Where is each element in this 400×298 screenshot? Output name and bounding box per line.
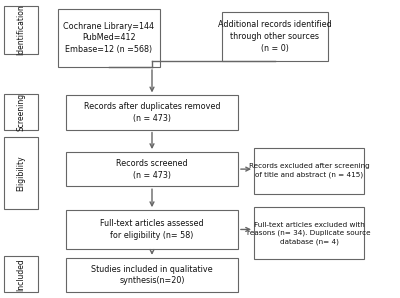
Text: Records after duplicates removed
(n = 473): Records after duplicates removed (n = 47… — [84, 102, 220, 123]
Text: Identification: Identification — [16, 4, 26, 55]
Bar — [66, 258, 238, 292]
Bar — [4, 94, 38, 130]
Bar — [254, 148, 364, 194]
Text: Records screened
(n = 473): Records screened (n = 473) — [116, 159, 188, 179]
Bar — [4, 137, 38, 209]
Bar — [254, 207, 364, 259]
Bar — [66, 152, 238, 186]
Bar — [66, 210, 238, 249]
Bar — [58, 9, 160, 67]
Text: Cochrane Library=144
PubMed=412
Embase=12 (n =568): Cochrane Library=144 PubMed=412 Embase=1… — [64, 22, 154, 54]
Text: Full-text articles excluded with
reasons (n= 34). Duplicate source
database (n= : Full-text articles excluded with reasons… — [247, 222, 371, 245]
Text: Eligibility: Eligibility — [16, 155, 26, 191]
Text: Additional records identified
through other sources
(n = 0): Additional records identified through ot… — [218, 20, 332, 53]
Text: Included: Included — [16, 258, 26, 291]
Text: Studies included in qualitative
synthesis(n=20): Studies included in qualitative synthesi… — [91, 265, 213, 285]
Text: Screening: Screening — [16, 93, 26, 131]
Bar — [66, 95, 238, 130]
Text: Records excluded after screening
of title and abstract (n = 415): Records excluded after screening of titl… — [249, 163, 369, 178]
Bar — [222, 12, 328, 61]
Bar — [4, 256, 38, 292]
Text: Full-text articles assessed
for eligibility (n= 58): Full-text articles assessed for eligibil… — [100, 219, 204, 240]
Bar — [4, 6, 38, 54]
